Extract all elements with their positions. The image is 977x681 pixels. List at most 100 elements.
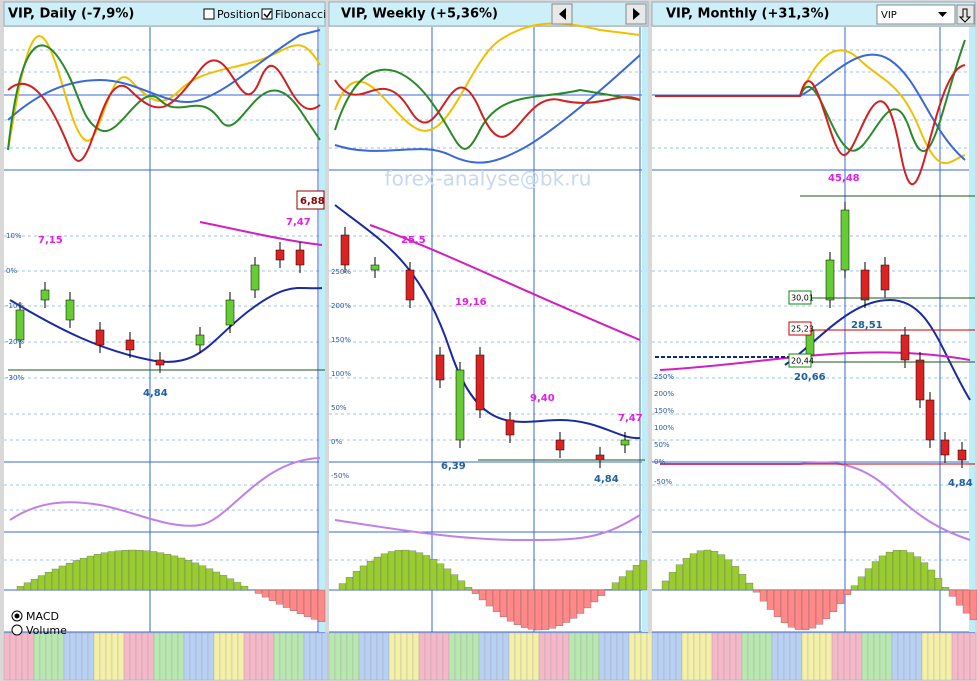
date-cell <box>69 632 77 681</box>
histogram-bar <box>668 572 677 591</box>
histogram-bar <box>93 554 102 591</box>
date-cell <box>201 632 209 681</box>
date-cell <box>39 632 47 681</box>
candle <box>405 269 415 301</box>
date-cell <box>885 632 893 681</box>
date-cell <box>406 632 414 681</box>
axis-label: 50% <box>654 441 670 449</box>
histogram-bar <box>639 560 648 591</box>
date-cell <box>9 632 17 681</box>
histogram-bar <box>415 552 424 591</box>
date-cell <box>334 632 342 681</box>
candle <box>370 264 380 271</box>
histogram-bar <box>65 562 74 591</box>
checkbox[interactable] <box>261 8 273 20</box>
date-cell <box>315 632 323 681</box>
histogram-bar <box>450 574 459 591</box>
level-label: 25,23 <box>791 325 814 334</box>
axis-label: 150% <box>331 336 351 344</box>
histogram-bar <box>541 589 550 630</box>
candle <box>555 439 565 451</box>
date-cell <box>57 632 65 681</box>
date-cell <box>328 632 336 681</box>
date-cell <box>27 632 35 681</box>
date-cell <box>442 632 450 681</box>
radio-label[interactable]: Volume <box>26 624 67 637</box>
date-cell <box>921 632 929 681</box>
axis-label: 250% <box>331 268 351 276</box>
candle <box>65 299 75 321</box>
candle <box>595 454 605 461</box>
chart-area <box>4 27 325 632</box>
axis-label: 200% <box>331 302 351 310</box>
date-cell <box>117 632 125 681</box>
high-label: 9,40 <box>530 393 555 404</box>
low-label: 6,39 <box>441 461 466 472</box>
date-cell <box>285 632 293 681</box>
indicator-curve <box>334 514 641 542</box>
date-cell <box>789 632 797 681</box>
histogram-bar <box>100 552 109 591</box>
histogram-bar <box>569 589 578 619</box>
axis-label: -10% <box>6 302 24 310</box>
histogram-bar <box>37 575 46 591</box>
candle <box>505 419 515 436</box>
watermark: forex-analyse@bk.ru <box>385 167 592 191</box>
histogram-bar <box>408 550 417 591</box>
low-label: 4,84 <box>143 388 168 399</box>
histogram-bar <box>962 589 971 614</box>
histogram-bar <box>801 589 810 631</box>
date-cell <box>346 632 354 681</box>
histogram-bar <box>661 580 670 591</box>
candle <box>435 354 445 381</box>
axis-label: 0% <box>654 458 665 466</box>
panel-title: VIP, Daily (-7,9%) <box>8 7 134 22</box>
date-cell <box>382 632 390 681</box>
date-cell <box>514 632 522 681</box>
date-cell <box>21 632 29 681</box>
indicator-curve <box>7 35 321 151</box>
radio[interactable] <box>11 624 23 636</box>
date-cell <box>490 632 498 681</box>
radio-label[interactable]: MACD <box>26 610 59 623</box>
candle <box>40 289 50 301</box>
histogram-bar <box>555 589 564 627</box>
checkbox[interactable] <box>203 8 215 20</box>
indicator-curve <box>334 68 641 150</box>
checkbox-label[interactable]: Position <box>217 8 260 21</box>
histogram-bar <box>548 589 557 629</box>
price-box <box>296 190 325 210</box>
histogram-bar <box>885 551 894 591</box>
indicator-curve <box>334 22 641 132</box>
histogram-bar <box>506 589 515 622</box>
date-cell <box>75 632 83 681</box>
date-cell <box>586 632 594 681</box>
axis-label: 50% <box>331 404 347 412</box>
date-cell <box>574 632 582 681</box>
histogram-bar <box>30 578 39 591</box>
histogram-bar <box>422 555 431 591</box>
date-cell <box>765 632 773 681</box>
date-cell <box>550 632 558 681</box>
date-cell <box>819 632 827 681</box>
low-label: 20,66 <box>794 372 826 383</box>
date-cell <box>430 632 438 681</box>
checkbox-label[interactable]: Fibonacci <box>275 8 326 21</box>
dropdown[interactable] <box>876 4 956 25</box>
histogram-bar <box>303 589 312 617</box>
axis-label: -50% <box>331 472 349 480</box>
date-cell <box>849 632 857 681</box>
date-cell <box>628 632 636 681</box>
date-cell <box>843 632 851 681</box>
histogram-bar <box>492 589 501 612</box>
date-cell <box>147 632 155 681</box>
date-cell <box>861 632 869 681</box>
radio-dot <box>14 613 20 619</box>
histogram-bar <box>906 552 915 591</box>
axis-label: 100% <box>331 370 351 378</box>
candle <box>195 334 205 346</box>
high-label: 7,47 <box>618 413 643 424</box>
date-cell <box>520 632 528 681</box>
date-cell <box>33 632 41 681</box>
download-button[interactable] <box>956 4 975 25</box>
